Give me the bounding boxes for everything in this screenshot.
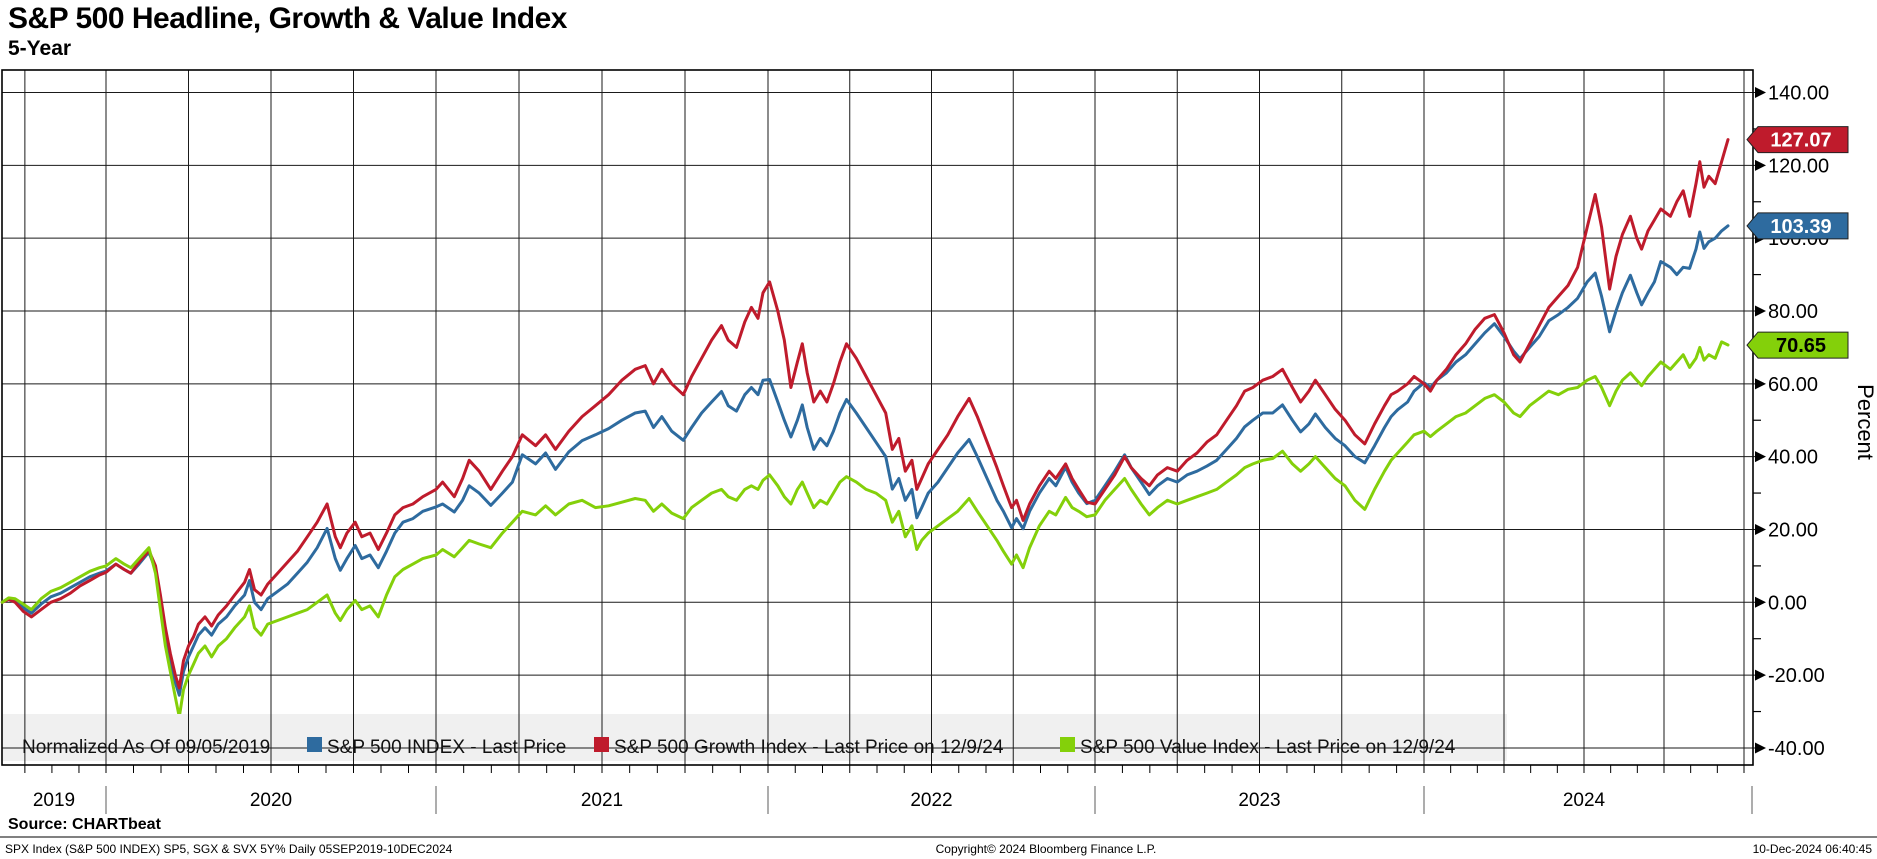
footer-copyright: Copyright© 2024 Bloomberg Finance L.P. — [936, 842, 1157, 856]
footer-ticker-info: SPX Index (S&P 500 INDEX) SP5, SGX & SVX… — [5, 842, 453, 856]
y-tick-label: -20.00 — [1768, 665, 1825, 687]
source-label: Source: CHARTbeat — [8, 816, 162, 833]
tag-shape-growth — [1746, 126, 1849, 154]
y-axis-title: Percent — [1853, 384, 1877, 460]
price-tag-value: 70.65 — [1746, 331, 1849, 359]
legend: Normalized As Of 09/05/2019 S&P 500 INDE… — [3, 714, 1507, 761]
legend-item-label: S&P 500 INDEX - Last Price — [327, 737, 566, 758]
legend-item-spx[interactable]: S&P 500 INDEX - Last Price — [307, 737, 566, 758]
price-tag-spx: 103.39 — [1746, 212, 1849, 240]
legend-normalized-note: Normalized As Of 09/05/2019 — [22, 737, 270, 758]
tag-shape-value — [1746, 331, 1849, 359]
y-tick-label: 20.00 — [1768, 519, 1818, 541]
x-year-label: 2022 — [910, 790, 952, 811]
y-tick-label: 60.00 — [1768, 374, 1818, 396]
growth-swatch — [594, 737, 609, 752]
x-axis-year-labels: 2019 2020 2021 2022 2023 2024 — [33, 786, 1753, 814]
horizontal-gridlines — [2, 87, 1766, 754]
legend-item-label: S&P 500 Value Index - Last Price on 12/9… — [1080, 737, 1456, 758]
legend-item-value[interactable]: S&P 500 Value Index - Last Price on 12/9… — [1060, 737, 1456, 758]
quarterly-gridlines — [24, 70, 1745, 765]
series-lines[interactable] — [0, 138, 1730, 719]
y-axis-labels: 140.00120.00100.0080.0060.0040.0020.000.… — [1768, 83, 1829, 760]
footer-timestamp: 10-Dec-2024 06:40:45 — [1753, 842, 1873, 856]
spx-swatch — [307, 737, 322, 752]
plot-frame — [1, 69, 1754, 773]
x-year-label: 2023 — [1238, 790, 1280, 811]
legend-gridline-overlay — [3, 714, 1507, 761]
legend-item-growth[interactable]: S&P 500 Growth Index - Last Price on 12/… — [594, 737, 1004, 758]
page-title: S&P 500 Headline, Growth & Value Index — [8, 2, 567, 35]
y-tick-label: -40.00 — [1768, 738, 1825, 760]
last-price-spx: 103.39 — [1770, 216, 1831, 238]
x-year-label: 2021 — [581, 790, 623, 811]
series-line[interactable] — [0, 138, 1730, 690]
series-line[interactable] — [0, 340, 1730, 719]
y-tick-label: 120.00 — [1768, 155, 1829, 177]
x-year-label: 2019 — [33, 790, 75, 811]
last-price-value: 70.65 — [1776, 335, 1826, 357]
page-subtitle: 5-Year — [8, 37, 72, 60]
x-year-label: 2024 — [1563, 790, 1606, 811]
y-tick-label: 80.00 — [1768, 301, 1818, 323]
x-year-label: 2020 — [250, 790, 292, 811]
y-tick-label: 0.00 — [1768, 592, 1807, 614]
y-tick-label: 140.00 — [1768, 83, 1829, 105]
legend-background — [3, 714, 1507, 761]
value-swatch — [1060, 737, 1075, 752]
tag-shape-spx — [1746, 212, 1849, 240]
last-price-growth: 127.07 — [1770, 130, 1831, 152]
legend-item-label: S&P 500 Growth Index - Last Price on 12/… — [614, 737, 1004, 758]
y-tick-label: 40.00 — [1768, 447, 1818, 469]
series-line[interactable] — [0, 224, 1730, 697]
price-tag-growth: 127.07 — [1746, 126, 1849, 154]
